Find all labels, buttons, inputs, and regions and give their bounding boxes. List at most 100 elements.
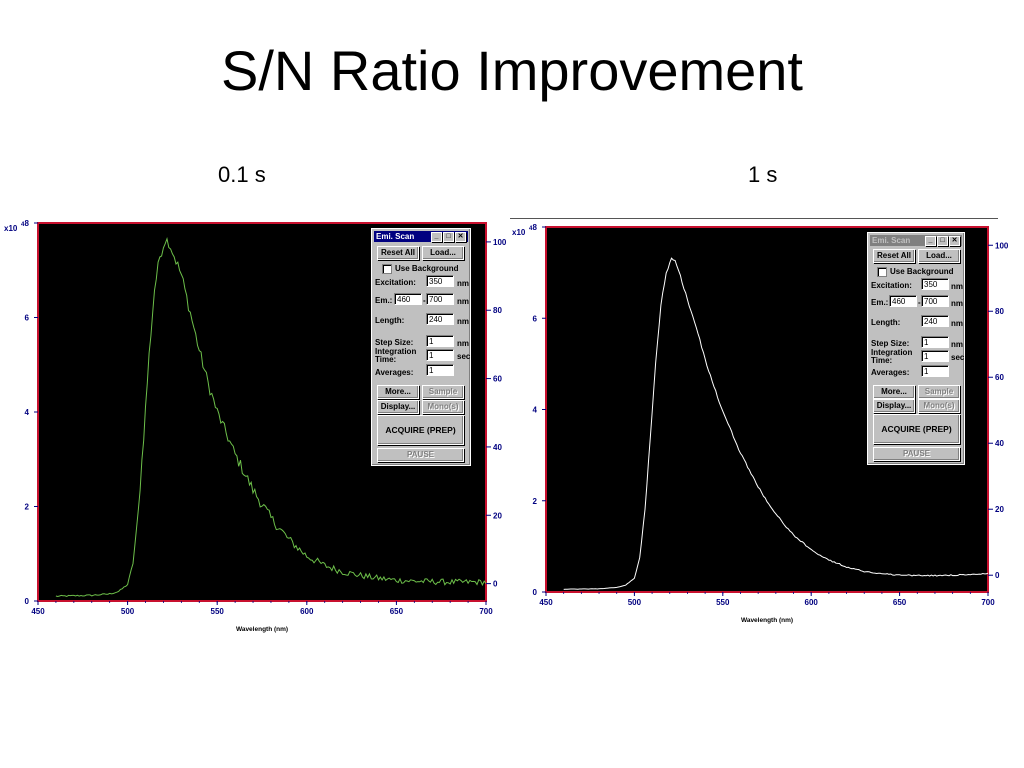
x-tick-label: 700	[981, 598, 995, 607]
x-tick-label: 550	[716, 598, 730, 607]
y-tick-label: 6	[533, 314, 538, 323]
acquire-button[interactable]: ACQUIRE (PREP)	[873, 414, 960, 444]
integration-time-field[interactable]: 1	[921, 350, 949, 362]
y-tick-label: 4	[533, 406, 538, 415]
step-size-field[interactable]: 1	[921, 336, 949, 348]
nm-unit: nm	[951, 299, 963, 308]
y-tick-label: 0	[25, 597, 30, 606]
divider-line	[510, 218, 998, 219]
step-size-field[interactable]: 1	[426, 335, 454, 347]
right-tick-label: 40	[995, 439, 1004, 448]
y-tick-label: 0	[533, 588, 538, 597]
x-tick-label: 500	[121, 607, 135, 616]
y-multiplier-label: x10	[512, 228, 526, 237]
right-tick-label: 80	[493, 306, 502, 315]
close-icon[interactable]: ✕	[949, 235, 960, 246]
right-tick-label: 0	[995, 571, 1000, 580]
x-tick-label: 600	[300, 607, 314, 616]
sec-unit: sec	[951, 353, 965, 362]
x-axis-label: Wavelength (nm)	[741, 617, 793, 624]
minimize-icon[interactable]: _	[925, 235, 936, 246]
minimize-icon[interactable]: _	[431, 231, 442, 242]
sample-button[interactable]: Sample	[422, 385, 464, 399]
em-start-field[interactable]: 460	[394, 293, 422, 305]
right-tick-label: 80	[995, 307, 1004, 316]
nm-unit: nm	[457, 279, 469, 288]
x-tick-label: 500	[628, 598, 642, 607]
pause-button[interactable]: PAUSE	[377, 448, 464, 462]
nm-unit: nm	[951, 282, 963, 291]
maximize-icon[interactable]: □	[937, 235, 948, 246]
averages-field[interactable]: 1	[426, 364, 454, 376]
right-tick-label: 20	[493, 511, 502, 520]
use-background-label: Use Background	[395, 264, 459, 273]
mono-button[interactable]: Mono(s)	[422, 400, 464, 414]
y-multiplier-label: x10	[4, 224, 18, 233]
em-end-field[interactable]: 700	[426, 293, 454, 305]
x-axis-label: Wavelength (nm)	[236, 626, 288, 633]
y-tick-label: 4	[25, 408, 30, 417]
acquire-button[interactable]: ACQUIRE (PREP)	[377, 415, 464, 445]
length-label: Length:	[871, 318, 901, 327]
maximize-icon[interactable]: □	[443, 231, 454, 242]
excitation-label: Excitation:	[375, 278, 416, 287]
x-tick-label: 650	[893, 598, 907, 607]
length-field[interactable]: 240	[426, 313, 454, 325]
use-background-checkbox[interactable]	[877, 267, 887, 277]
sample-button[interactable]: Sample	[918, 385, 960, 399]
y-multiplier-exponent: 4	[529, 226, 533, 232]
integration-label: Integration	[871, 348, 913, 357]
em-dash: -	[423, 296, 426, 305]
dialog-titlebar[interactable]: Emi. Scan _ □ ✕	[870, 235, 962, 246]
integration-time-label: Time:	[375, 355, 397, 364]
averages-label: Averages:	[871, 368, 910, 377]
dialog-titlebar[interactable]: Emi. Scan _ □ ✕	[374, 231, 468, 242]
mono-button[interactable]: Mono(s)	[918, 399, 960, 413]
length-field[interactable]: 240	[921, 315, 949, 327]
right-tick-label: 60	[493, 375, 502, 384]
excitation-label: Excitation:	[871, 281, 912, 290]
excitation-field[interactable]: 350	[921, 278, 949, 290]
slide-title: S/N Ratio Improvement	[221, 39, 803, 102]
averages-field[interactable]: 1	[921, 365, 949, 377]
excitation-field[interactable]: 350	[426, 275, 454, 287]
reset-all-button[interactable]: Reset All	[873, 249, 915, 263]
load-button[interactable]: Load...	[422, 246, 464, 260]
integration-time-label: Time:	[871, 356, 893, 365]
reset-all-button[interactable]: Reset All	[377, 246, 419, 260]
em-label: Em.:	[375, 296, 393, 305]
length-label: Length:	[375, 316, 405, 325]
averages-label: Averages:	[375, 368, 414, 377]
x-tick-label: 700	[479, 607, 493, 616]
x-tick-label: 600	[805, 598, 819, 607]
nm-unit: nm	[457, 317, 469, 326]
more-button[interactable]: More...	[377, 385, 419, 399]
use-background-checkbox[interactable]	[382, 264, 392, 274]
load-button[interactable]: Load...	[918, 249, 960, 263]
step-size-label: Step Size:	[871, 339, 910, 348]
right-tick-label: 100	[995, 241, 1009, 250]
integration-label: Integration	[375, 347, 417, 356]
sec-unit: sec	[457, 352, 471, 361]
x-tick-label: 450	[31, 607, 45, 616]
display-button[interactable]: Display...	[377, 400, 419, 414]
y-tick-label: 8	[533, 223, 538, 232]
right-tick-label: 0	[493, 580, 498, 589]
em-label: Em.:	[871, 298, 889, 307]
right-tick-label: 40	[493, 443, 502, 452]
right-plot-caption: 1 s	[748, 162, 778, 187]
spectrum-trace-line	[55, 236, 487, 598]
em-start-field[interactable]: 460	[889, 295, 917, 307]
y-multiplier-exponent: 4	[21, 222, 25, 228]
em-end-field[interactable]: 700	[921, 295, 949, 307]
x-tick-label: 450	[539, 598, 553, 607]
dialog-title: Emi. Scan	[376, 232, 415, 241]
integration-time-field[interactable]: 1	[426, 349, 454, 361]
pause-button[interactable]: PAUSE	[873, 447, 960, 461]
close-icon[interactable]: ✕	[455, 231, 466, 242]
spectrum-trace-line	[563, 257, 989, 590]
x-tick-label: 650	[390, 607, 404, 616]
more-button[interactable]: More...	[873, 385, 915, 399]
y-tick-label: 2	[25, 503, 30, 512]
display-button[interactable]: Display...	[873, 399, 915, 413]
